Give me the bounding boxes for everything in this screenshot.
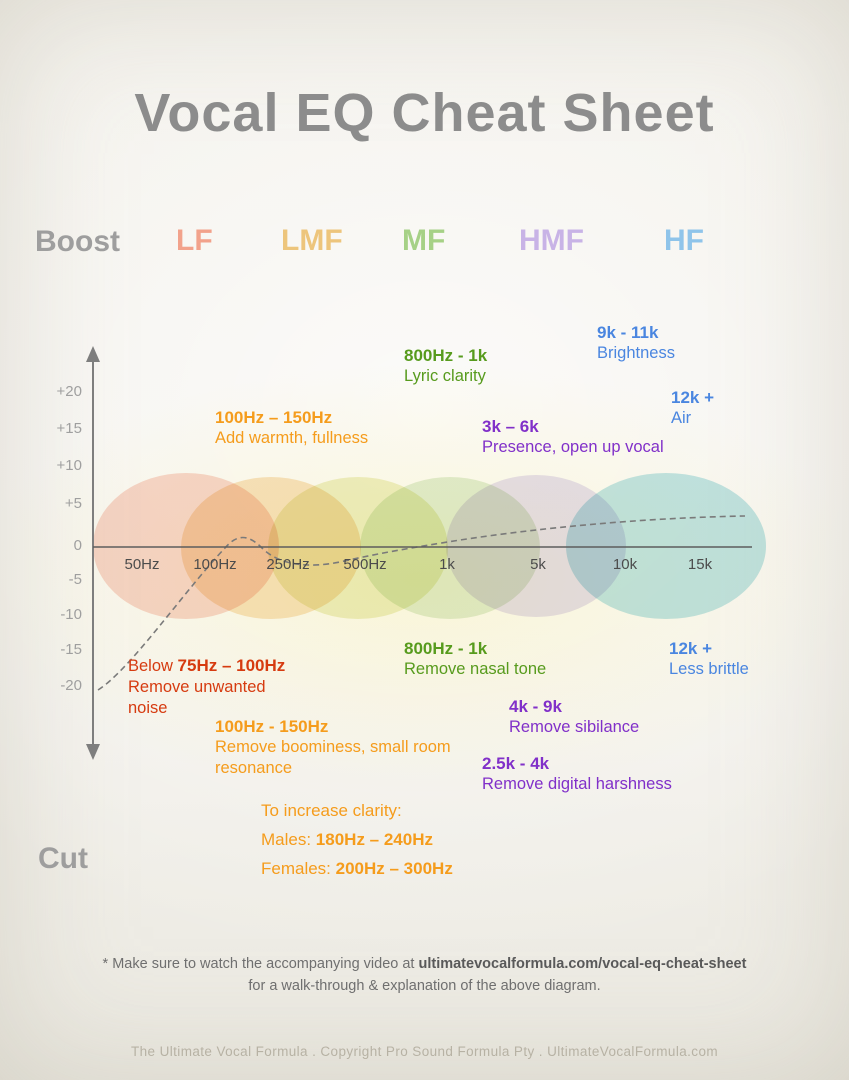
note-range: 800Hz - 1k <box>404 346 488 365</box>
cut-note-boominess: 100Hz - 150Hz Remove boominess, small ro… <box>215 716 483 779</box>
y-tick: -10 <box>60 606 82 623</box>
boost-note-lyric-clarity: 800Hz - 1k Lyric clarity <box>404 345 487 387</box>
y-axis-arrow-down <box>86 744 100 760</box>
note-range: 2.5k - 4k <box>482 754 550 773</box>
clarity-prefix: Males: <box>261 830 316 849</box>
boost-note-warmth: 100Hz – 150Hz Add warmth, fullness <box>215 407 368 449</box>
note-range: 800Hz - 1k <box>404 639 488 658</box>
eq-curve <box>97 515 746 691</box>
band-label-lf: LF <box>176 224 213 257</box>
y-tick: +10 <box>56 457 82 474</box>
x-tick: 5k <box>530 556 546 573</box>
x-tick: 500Hz <box>343 556 387 573</box>
cut-note-nasal-tone: 800Hz - 1k Remove nasal tone <box>404 638 546 680</box>
note-range: 12k + <box>669 639 713 658</box>
note-range: 100Hz - 150Hz <box>215 717 329 736</box>
boost-note-air: 12k + Air <box>671 387 714 429</box>
hf-band-ellipse <box>566 473 766 619</box>
x-tick: 250Hz <box>266 556 310 573</box>
x-tick: 15k <box>687 556 713 573</box>
footnote-line-1: * Make sure to watch the accompanying vi… <box>0 953 849 975</box>
note-desc: Presence, open up vocal <box>482 438 664 456</box>
cut-note-sibilance: 4k - 9k Remove sibilance <box>509 696 639 738</box>
note-prefix: Below <box>128 657 178 675</box>
eq-chart <box>86 346 766 760</box>
band-label-mf: MF <box>402 224 446 257</box>
y-axis-arrow-up <box>86 346 100 362</box>
x-tick: 1k <box>439 556 455 573</box>
cut-note-digital-harshness: 2.5k - 4k Remove digital harshness <box>482 753 672 795</box>
cut-label: Cut <box>38 842 88 875</box>
note-range: 12k + <box>671 388 715 407</box>
copyright-credit: The Ultimate Vocal Formula . Copyright P… <box>130 1044 718 1059</box>
note-desc: Remove digital harshness <box>482 775 672 793</box>
cut-note-less-brittle: 12k + Less brittle <box>669 638 749 680</box>
note-desc: Remove sibilance <box>509 718 640 736</box>
note-desc: Remove unwanted noise <box>128 678 266 717</box>
note-desc: Air <box>671 409 692 427</box>
band-label-hf: HF <box>664 224 704 257</box>
clarity-range: 200Hz – 300Hz <box>335 859 453 878</box>
footnote-line-2: for a walk-through & explanation of the … <box>248 978 601 994</box>
boost-note-brightness: 9k - 11k Brightness <box>597 322 675 364</box>
boost-label: Boost <box>35 225 120 258</box>
band-label-hmf: HMF <box>519 224 584 257</box>
note-range: 3k – 6k <box>482 417 539 436</box>
boost-note-presence: 3k – 6k Presence, open up vocal <box>482 416 664 458</box>
y-tick: -5 <box>68 571 82 588</box>
y-tick: 0 <box>73 537 82 554</box>
note-range-value: 75Hz – 100Hz <box>177 656 286 675</box>
cut-note-unwanted-noise: Below 75Hz – 100Hz Remove unwanted noise <box>128 655 296 719</box>
clarity-prefix: Females: <box>261 859 336 878</box>
footnote-text: * Make sure to watch the accompanying vi… <box>102 956 419 972</box>
note-desc: Brightness <box>597 344 675 362</box>
y-tick: +20 <box>56 383 82 400</box>
y-tick: -20 <box>60 677 82 694</box>
note-desc: Lyric clarity <box>404 367 486 385</box>
note-range: 100Hz – 150Hz <box>215 408 333 427</box>
note-range: 4k - 9k <box>509 697 562 716</box>
y-tick: +15 <box>56 420 82 437</box>
note-desc: Remove nasal tone <box>404 660 547 678</box>
note-desc: Add warmth, fullness <box>215 429 369 447</box>
note-range: Below 75Hz – 100Hz <box>128 655 296 677</box>
note-desc: Less brittle <box>669 660 749 678</box>
clarity-tips: To increase clarity: Males: 180Hz – 240H… <box>261 801 453 888</box>
x-tick: 100Hz <box>193 556 237 573</box>
footnote-url: ultimatevocalformula.com/vocal-eq-cheat-… <box>418 956 747 972</box>
page-title: Vocal EQ Cheat Sheet <box>134 83 715 143</box>
note-desc: Remove boominess, small room resonance <box>215 738 451 777</box>
clarity-line-males: Males: 180Hz – 240Hz <box>261 830 453 850</box>
x-tick: 50Hz <box>124 556 160 573</box>
footnote: * Make sure to watch the accompanying vi… <box>0 953 849 997</box>
y-tick: -15 <box>60 641 82 658</box>
band-label-lmf: LMF <box>281 224 343 257</box>
clarity-line-females: Females: 200Hz – 300Hz <box>261 859 453 879</box>
y-tick: +5 <box>64 495 82 512</box>
note-range: 9k - 11k <box>597 323 659 342</box>
x-tick: 10k <box>612 556 638 573</box>
clarity-range: 180Hz – 240Hz <box>315 830 433 849</box>
clarity-heading: To increase clarity: <box>261 801 402 820</box>
eq-band-ellipses <box>93 473 766 619</box>
